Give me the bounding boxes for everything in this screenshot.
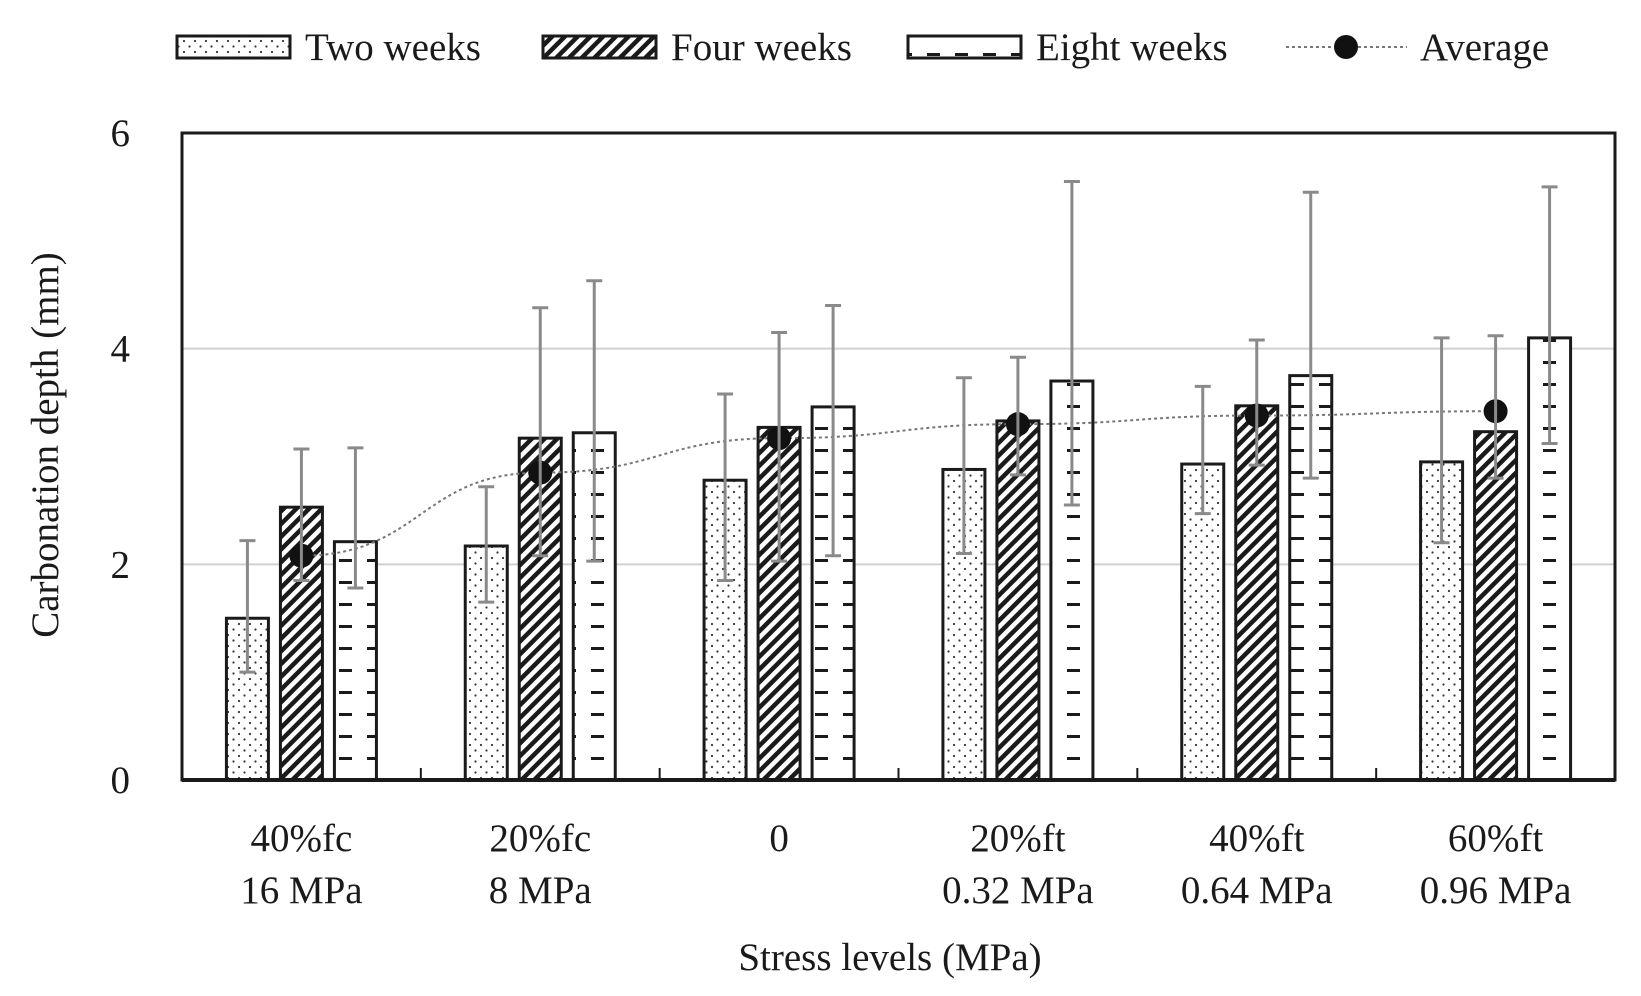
legend-swatch-hatch <box>541 34 658 60</box>
tick-labels: 0 2 4 6 40%fc 16 MPa 20%fc 8 MPa 0 20%ft 0.32 MPa 4… <box>111 112 1572 912</box>
legend-label: Two weeks <box>305 26 481 69</box>
x-tick-label-sub: 16 MPa <box>240 869 362 912</box>
average-line <box>301 410 1496 557</box>
legend-item: Four weeks <box>541 26 852 69</box>
legend-label: Four weeks <box>671 26 852 69</box>
x-tick-label: 20%ft <box>970 817 1065 860</box>
legend-label: Average <box>1420 26 1549 69</box>
legend-swatch-dots <box>175 34 292 60</box>
x-tick-label: 20%fc <box>489 817 591 860</box>
x-tick-label: 0 <box>769 817 789 860</box>
x-tick-label-sub: 0.32 MPa <box>942 869 1094 912</box>
legend-item: Average <box>1286 26 1549 69</box>
error-bar <box>1248 338 1265 467</box>
bar-hatch <box>1234 404 1280 782</box>
y-axis-label: Carbonation depth (mm) <box>24 252 67 638</box>
error-bar <box>347 446 364 590</box>
error-bar <box>1063 180 1080 507</box>
y-tick-label: 6 <box>111 112 131 155</box>
error-bar <box>1194 384 1211 516</box>
legend: Two weeks Four weeks Eight weeks Average <box>175 26 1549 69</box>
legend-average-marker <box>1334 35 1358 59</box>
error-bar <box>825 304 842 558</box>
grid-lines <box>182 347 1615 566</box>
x-tick-label-sub: 0.96 MPa <box>1420 869 1572 912</box>
error-bar <box>1433 336 1450 545</box>
x-tick-label-sub: 0.64 MPa <box>1181 869 1333 912</box>
error-bar <box>1541 185 1558 446</box>
axes <box>180 131 1617 782</box>
bars <box>224 336 1573 782</box>
error-bars <box>239 180 1558 674</box>
error-bar <box>771 330 788 563</box>
error-bar <box>586 279 603 563</box>
error-bar <box>1009 355 1026 477</box>
x-axis-label: Stress levels (MPa) <box>738 936 1041 979</box>
error-bar <box>293 447 310 583</box>
error-bar <box>239 539 256 674</box>
bar-hatch <box>1473 430 1519 782</box>
error-bar <box>478 485 495 604</box>
error-bar <box>1487 334 1504 480</box>
error-bar <box>717 392 734 583</box>
error-bar <box>1302 190 1319 480</box>
legend-label: Eight weeks <box>1036 26 1228 69</box>
error-bar <box>532 306 549 558</box>
y-tick-label: 4 <box>111 328 131 371</box>
plot-frame <box>180 131 1617 782</box>
legend-swatch-dashes <box>906 34 1023 60</box>
x-tick-label-sub: 8 MPa <box>489 869 592 912</box>
legend-item: Eight weeks <box>906 26 1228 69</box>
y-tick-label: 0 <box>111 759 131 802</box>
error-bar <box>955 376 972 556</box>
x-tick-label: 40%ft <box>1209 817 1304 860</box>
x-tick-label: 40%fc <box>251 817 353 860</box>
x-tick-label: 60%ft <box>1448 817 1543 860</box>
y-tick-label: 2 <box>111 543 131 586</box>
legend-item: Two weeks <box>175 26 481 69</box>
